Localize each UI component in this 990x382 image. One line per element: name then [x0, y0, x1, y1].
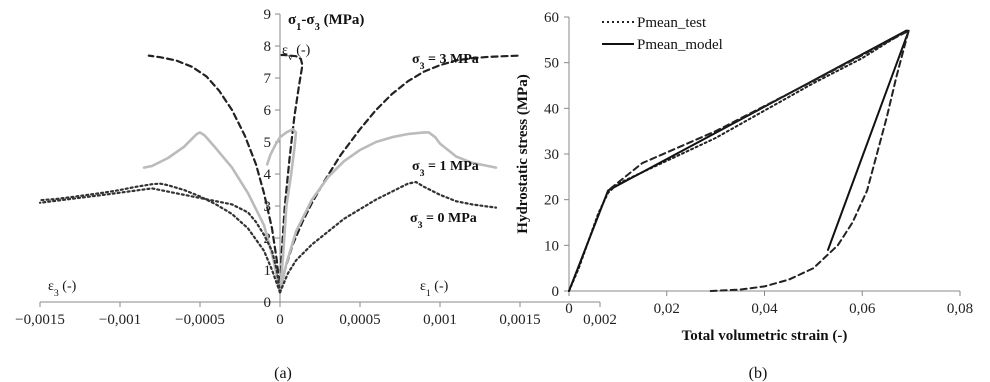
panel-label: (a) — [274, 365, 292, 382]
series-line — [38, 182, 282, 294]
y-tick-label: 0 — [552, 284, 560, 300]
y-tick-label: 1 — [264, 263, 272, 279]
x-tick-label: 0,02 — [654, 301, 680, 317]
legend-label: Pmean_test — [637, 15, 707, 31]
x-tick-label: 0 — [565, 301, 573, 317]
x-tick-label: −0,0015 — [15, 312, 65, 328]
series-annotation: σ3 = 0 MPa — [410, 211, 477, 231]
series-line — [568, 29, 908, 292]
y-tick-label: 20 — [544, 193, 559, 209]
epsv-label: εv (-) — [282, 43, 311, 63]
legend-label: Pmean_model — [637, 37, 723, 53]
y-tick-label: 60 — [544, 10, 559, 26]
y-tick-label: 4 — [264, 167, 272, 183]
series-line — [607, 29, 910, 292]
x-tick-label: 0,0015 — [499, 312, 540, 328]
y-axis-title: Hydrostatic stress (MPa) — [515, 74, 531, 233]
x-tick-label: 0 — [276, 312, 284, 328]
series-line — [38, 187, 282, 294]
y-tick-label: 9 — [264, 7, 272, 23]
y-tick-label: 8 — [264, 39, 272, 55]
y-tick-label: 10 — [544, 238, 559, 254]
x-tick-label: 0,08 — [947, 301, 973, 317]
series-line — [142, 131, 282, 294]
y-tick-label: 7 — [264, 71, 272, 87]
x-axis-title: Total volumetric strain (-) — [682, 328, 848, 344]
chart-a: −0,0015 −0,001 −0,0005 0 0,0005 0,001 0,0015 0,… — [15, 7, 617, 382]
y-tick-label: 6 — [264, 103, 272, 119]
y-axis-title: σ1-σ3 (MPa) — [288, 12, 364, 33]
y-tick-label: 50 — [544, 56, 559, 72]
series-line — [568, 29, 910, 292]
y-tick-label: 40 — [544, 101, 559, 117]
x-tick-label: 0,04 — [751, 301, 778, 317]
y-tick-label: 5 — [264, 135, 272, 151]
series-line — [278, 54, 522, 294]
x-tick-label: 0,001 — [423, 312, 457, 328]
x-tick-label: 0,06 — [849, 301, 876, 317]
series-annotation: σ3 = 3 MPa — [412, 52, 479, 72]
panel-label: (b) — [749, 365, 768, 382]
series-annotation: σ3 = 1 MPa — [412, 159, 479, 179]
series-line — [147, 54, 282, 294]
chart-b: 0 0,02 0,04 0,06 0,08 0 10 20 30 40 50 60 Pmean_tes… — [515, 10, 973, 382]
x-tick-label: 0,002 — [583, 312, 617, 328]
series-line — [278, 180, 498, 294]
y-tick-label: 0 — [264, 295, 272, 311]
y-tick-label: 30 — [544, 147, 559, 163]
series-line — [265, 127, 298, 294]
series-line — [278, 131, 498, 294]
eps1-label: ε1 (-) — [420, 279, 449, 299]
x-tick-label: −0,0005 — [175, 312, 225, 328]
x-tick-label: 0,0005 — [339, 312, 380, 328]
eps3-label: ε3 (-) — [48, 279, 77, 299]
x-tick-label: −0,001 — [99, 312, 141, 328]
